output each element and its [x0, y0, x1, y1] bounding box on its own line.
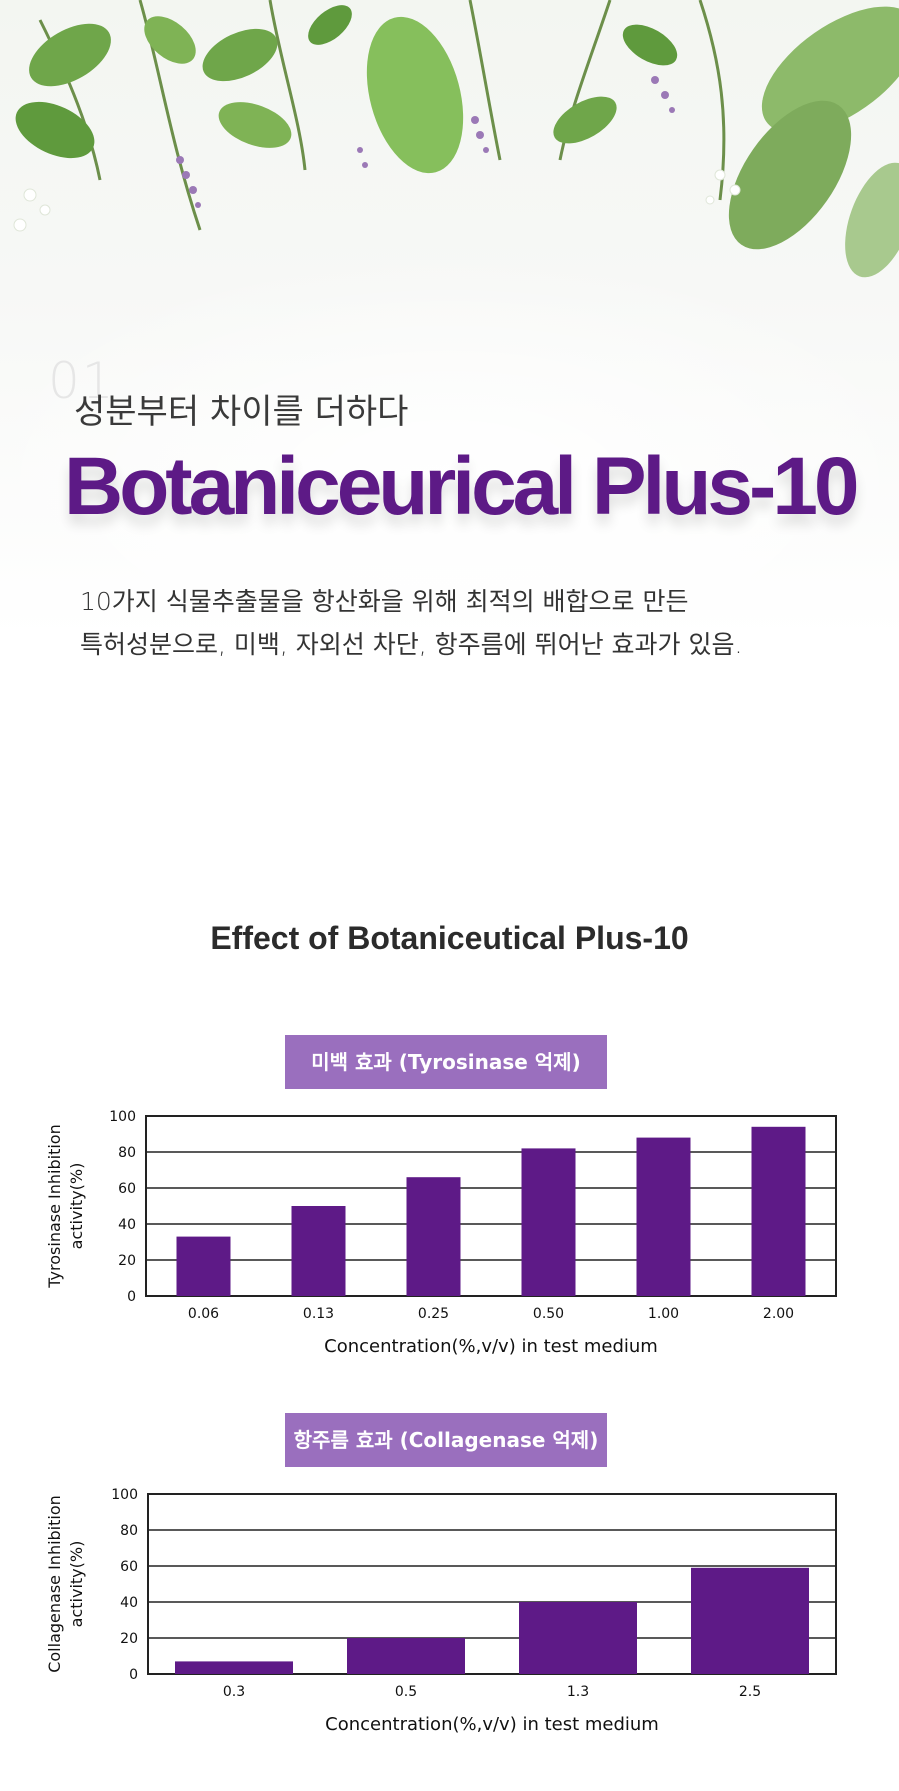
section-title: Effect of Botaniceutical Plus-10 — [210, 920, 689, 956]
bar — [291, 1206, 346, 1296]
x-tick-label: 2.00 — [763, 1306, 794, 1322]
bar — [176, 1236, 231, 1296]
y-tick-label: 100 — [109, 1109, 136, 1125]
hero-description: 10가지 식물추출물을 항산화을 위해 최적의 배합으로 만든 특허성분으로, … — [80, 580, 860, 666]
x-tick-label: 0.06 — [188, 1306, 219, 1322]
bar — [636, 1137, 691, 1296]
x-axis-label: Concentration(%,v/v) in test medium — [324, 1336, 658, 1357]
x-tick-label: 0.50 — [533, 1306, 564, 1322]
chart2-badge: 항주름 효과 (Collagenase 억제) — [285, 1413, 607, 1467]
section-number: 01 — [48, 352, 116, 410]
x-tick-label: 1.00 — [648, 1306, 679, 1322]
x-tick-label: 0.5 — [395, 1684, 417, 1700]
bar — [175, 1661, 293, 1674]
y-tick-label: 20 — [118, 1253, 136, 1269]
x-tick-label: 0.25 — [418, 1306, 449, 1322]
y-axis-label-line-1: Collagenase Inhibition — [45, 1495, 64, 1673]
plot-frame — [145, 1115, 837, 1297]
x-tick-label: 0.13 — [303, 1306, 334, 1322]
herb-leaves-decoration — [0, 0, 899, 640]
x-tick-label: 2.5 — [739, 1684, 761, 1700]
bar — [519, 1602, 637, 1674]
description-line-1: 10가지 식물추출물을 항산화을 위해 최적의 배합으로 만든 — [80, 587, 689, 616]
y-axis-label-line-2: activity(%) — [67, 1163, 86, 1250]
x-axis-label: Concentration(%,v/v) in test medium — [325, 1714, 659, 1735]
y-tick-label: 20 — [120, 1631, 138, 1647]
y-tick-label: 100 — [111, 1487, 138, 1503]
hero-banner: 01 성분부터 차이를 더하다 Botaniceurical Plus-10 — [0, 0, 899, 640]
bar — [751, 1126, 806, 1296]
bar — [691, 1567, 809, 1674]
y-tick-label: 60 — [118, 1181, 136, 1197]
x-tick-label: 1.3 — [567, 1684, 589, 1700]
y-axis-label-line-1: Tyrosinase Inhibition — [45, 1124, 64, 1288]
bar — [406, 1177, 461, 1296]
description-line-2: 특허성분으로, 미백, 자외선 차단, 항주름에 뛰어난 효과가 있음. — [80, 630, 743, 659]
chart1-badge: 미백 효과 (Tyrosinase 억제) — [285, 1035, 607, 1089]
y-tick-label: 0 — [129, 1667, 138, 1683]
y-tick-label: 40 — [120, 1595, 138, 1611]
tyrosinase-bar-chart: 0 20 40 60 80 100 0.06 0.13 0.25 0.50 1.00 2.00 Conc… — [45, 1109, 837, 1357]
hero-subtitle: 성분부터 차이를 더하다 — [74, 392, 409, 432]
y-axis-label-line-2: activity(%) — [67, 1541, 86, 1628]
y-tick-label: 80 — [120, 1523, 138, 1539]
bar — [521, 1148, 576, 1296]
brand-title: Botaniceurical Plus-10 — [64, 441, 860, 532]
y-tick-label: 80 — [118, 1145, 136, 1161]
x-tick-label: 0.3 — [223, 1684, 245, 1700]
y-tick-label: 60 — [120, 1559, 138, 1575]
y-tick-label: 40 — [118, 1217, 136, 1233]
bar — [347, 1638, 465, 1674]
y-tick-label: 0 — [127, 1289, 136, 1305]
collagenase-bar-chart: 0 20 40 60 80 100 0.3 0.5 1.3 2.5 Concentration(%,… — [45, 1487, 837, 1735]
plot-frame — [147, 1493, 837, 1675]
